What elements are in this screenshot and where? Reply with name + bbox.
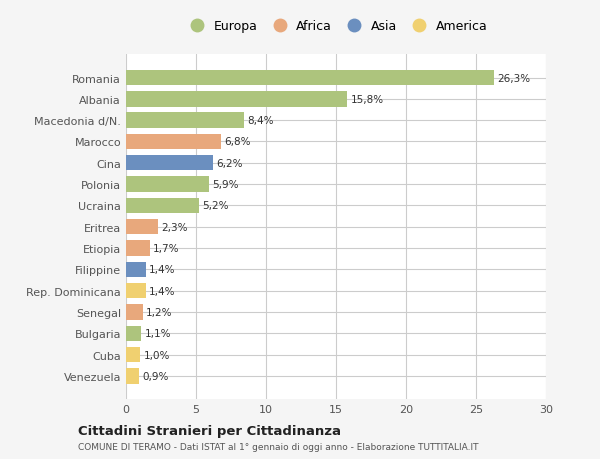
Text: 1,4%: 1,4% [149,265,176,275]
Text: 15,8%: 15,8% [351,95,384,105]
Bar [126,156,213,171]
Text: 1,4%: 1,4% [149,286,176,296]
Bar [126,134,221,150]
Text: 6,2%: 6,2% [217,158,243,168]
Text: 2,3%: 2,3% [162,222,188,232]
Text: 6,8%: 6,8% [224,137,251,147]
Text: Cittadini Stranieri per Cittadinanza: Cittadini Stranieri per Cittadinanza [78,424,341,437]
Text: 1,1%: 1,1% [145,329,172,338]
Text: 1,2%: 1,2% [146,307,173,317]
Text: 5,9%: 5,9% [212,179,239,190]
Bar [126,219,158,235]
Bar [126,198,199,213]
Bar [126,113,244,129]
Bar [126,283,146,299]
Text: 1,7%: 1,7% [154,243,180,253]
Bar [126,305,143,320]
Bar [126,262,146,277]
Text: 0,9%: 0,9% [142,371,169,381]
Bar [126,369,139,384]
Text: 26,3%: 26,3% [498,73,531,84]
Text: 1,0%: 1,0% [143,350,170,360]
Bar [126,241,150,256]
Text: 8,4%: 8,4% [247,116,274,126]
Text: 5,2%: 5,2% [202,201,229,211]
Bar [126,92,347,107]
Text: COMUNE DI TERAMO - Dati ISTAT al 1° gennaio di oggi anno - Elaborazione TUTTITAL: COMUNE DI TERAMO - Dati ISTAT al 1° genn… [78,442,479,451]
Bar [126,177,209,192]
Bar [126,71,494,86]
Bar [126,347,140,363]
Legend: Europa, Africa, Asia, America: Europa, Africa, Asia, America [185,20,487,33]
Bar [126,326,142,341]
